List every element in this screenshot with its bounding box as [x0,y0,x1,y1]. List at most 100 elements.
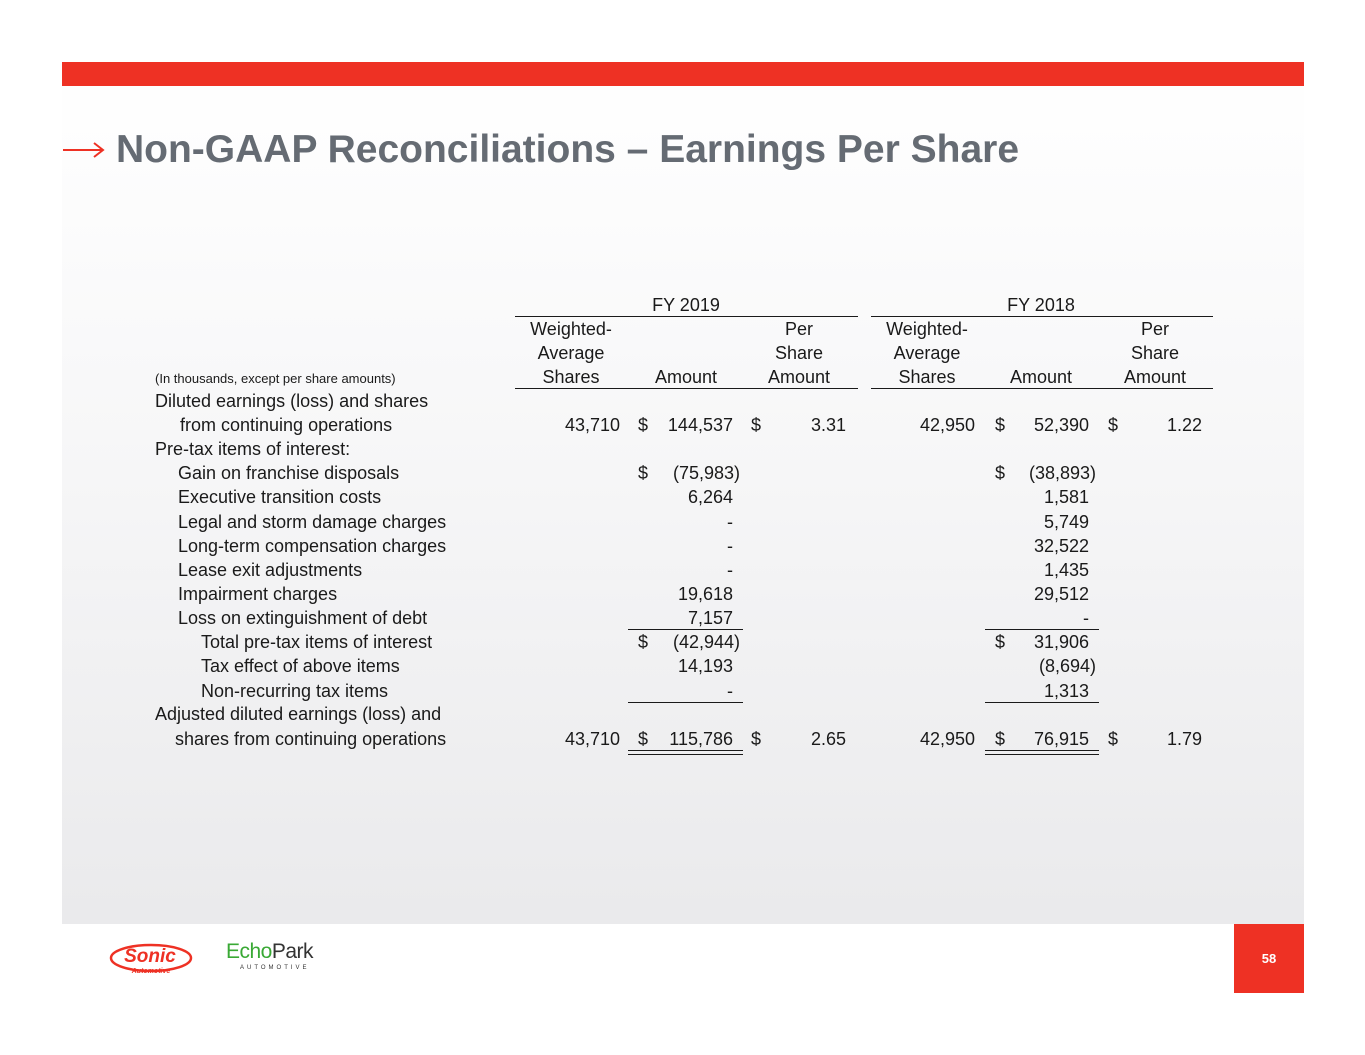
currency-symbol: $ [995,415,1006,435]
col-header-amount: Amount [1009,367,1073,387]
col-header-shares: Weighted- [530,319,612,339]
amount-cell: - [727,560,733,580]
currency-symbol: $ [1108,415,1119,435]
col-header-amount: Amount [654,367,718,387]
currency-symbol: $ [638,415,649,435]
amount-cell: (75,983) [672,463,740,483]
shares-cell: 42,950 [919,415,975,435]
col-header-shares: Shares [898,367,956,387]
amount-cell: 29,512 [1033,584,1089,604]
amount-cell: 1,435 [1043,560,1089,580]
slide: Non-GAAP Reconciliations – Earnings Per … [62,62,1304,993]
page-number: 58 [1234,924,1304,993]
row-label: Pre-tax items of interest: [155,439,351,459]
amount-cell: 144,537 [667,415,733,435]
sonic-automotive-logo: Sonic Automotive [109,943,193,975]
amount-cell: 5,749 [1043,512,1089,532]
units-note: (In thousands, except per share amounts) [155,371,396,386]
amount-cell: 31,906 [1033,632,1089,652]
row-label: Long-term compensation charges [178,536,447,556]
period-header-rule [515,316,858,317]
row-label: Adjusted diluted earnings (loss) and [155,704,442,724]
amount-cell: - [1083,608,1089,628]
amount-cell: 32,522 [1033,536,1089,556]
col-header-per-share: Share [774,343,824,363]
row-label: Loss on extinguishment of debt [178,608,428,628]
amount-cell: 76,915 [1033,729,1089,749]
page-title: Non-GAAP Reconciliations – Earnings Per … [116,128,1020,171]
amount-cell: 115,786 [669,729,733,749]
amount-cell: 7,157 [687,608,733,628]
col-header-per-share: Per [1140,319,1169,339]
subtotal-rule [628,629,743,630]
echopark-subtext: AUTOMOTIVE [240,965,310,971]
sonic-logo-text: Sonic [124,946,176,967]
row-label: Diluted earnings (loss) and shares [155,391,429,411]
per-share-cell: 1.79 [1166,729,1202,749]
row-label: Non-recurring tax items [201,681,389,701]
col-header-shares: Shares [542,367,600,387]
right-arrow-icon [63,142,105,158]
amount-cell: (8,694) [1038,656,1096,676]
sonic-logo-subtext: Automotive [131,968,171,975]
col-header-per-share: Amount [1123,367,1187,387]
amount-cell: 1,313 [1043,681,1089,701]
column-header-rule [871,388,1213,389]
currency-symbol: $ [751,415,762,435]
shares-cell: 42,950 [919,729,975,749]
echopark-echo-text: Echo [226,940,272,963]
currency-symbol: $ [638,463,649,483]
subtotal-rule [985,629,1099,630]
col-header-shares: Weighted- [886,319,968,339]
amount-cell: - [727,512,733,532]
amount-cell: - [727,536,733,556]
total-double-rule [985,754,1099,755]
column-header-rule [515,388,858,389]
amount-cell: (42,944) [672,632,740,652]
amount-cell: 6,264 [687,487,733,507]
col-header-shares: Average [537,343,605,363]
row-label: Total pre-tax items of interest [201,632,433,652]
per-share-cell: 1.22 [1166,415,1202,435]
col-header-per-share: Per [784,319,813,339]
echopark-park-text: Park [271,940,314,963]
period-header: FY 2019 [652,295,720,315]
per-share-cell: 3.31 [810,415,846,435]
currency-symbol: $ [751,729,762,749]
amount-cell: 52,390 [1033,415,1089,435]
shares-cell: 43,710 [564,415,620,435]
row-label: Executive transition costs [178,487,382,507]
amount-cell: 19,618 [677,584,733,604]
subtotal-rule [985,702,1099,703]
col-header-shares: Average [893,343,961,363]
currency-symbol: $ [995,463,1006,483]
currency-symbol: $ [638,729,649,749]
col-header-per-share: Amount [767,367,831,387]
row-label: Legal and storm damage charges [178,512,447,532]
amount-cell: - [727,681,733,701]
row-label: shares from continuing operations [175,729,447,749]
row-label: Gain on franchise disposals [178,463,400,483]
footer: Sonic Automotive EchoPark AUTOMOTIVE 58 [62,924,1304,993]
currency-symbol: $ [1108,729,1119,749]
currency-symbol: $ [995,632,1006,652]
period-header-rule [871,316,1213,317]
shares-cell: 43,710 [564,729,620,749]
currency-symbol: $ [638,632,649,652]
row-label: from continuing operations [180,415,393,435]
amount-cell: 14,193 [677,656,733,676]
amount-cell: 1,581 [1043,487,1089,507]
period-header: FY 2018 [1007,295,1075,315]
subtotal-rule [628,702,743,703]
row-label: Lease exit adjustments [178,560,363,580]
col-header-per-share: Share [1130,343,1180,363]
currency-symbol: $ [995,729,1006,749]
total-double-rule [628,750,743,751]
total-double-rule [985,750,1099,751]
amount-cell: (38,893) [1028,463,1096,483]
top-accent-bar [62,62,1304,86]
total-double-rule [628,754,743,755]
row-label: Tax effect of above items [201,656,400,676]
row-label: Impairment charges [178,584,338,604]
per-share-cell: 2.65 [810,729,846,749]
